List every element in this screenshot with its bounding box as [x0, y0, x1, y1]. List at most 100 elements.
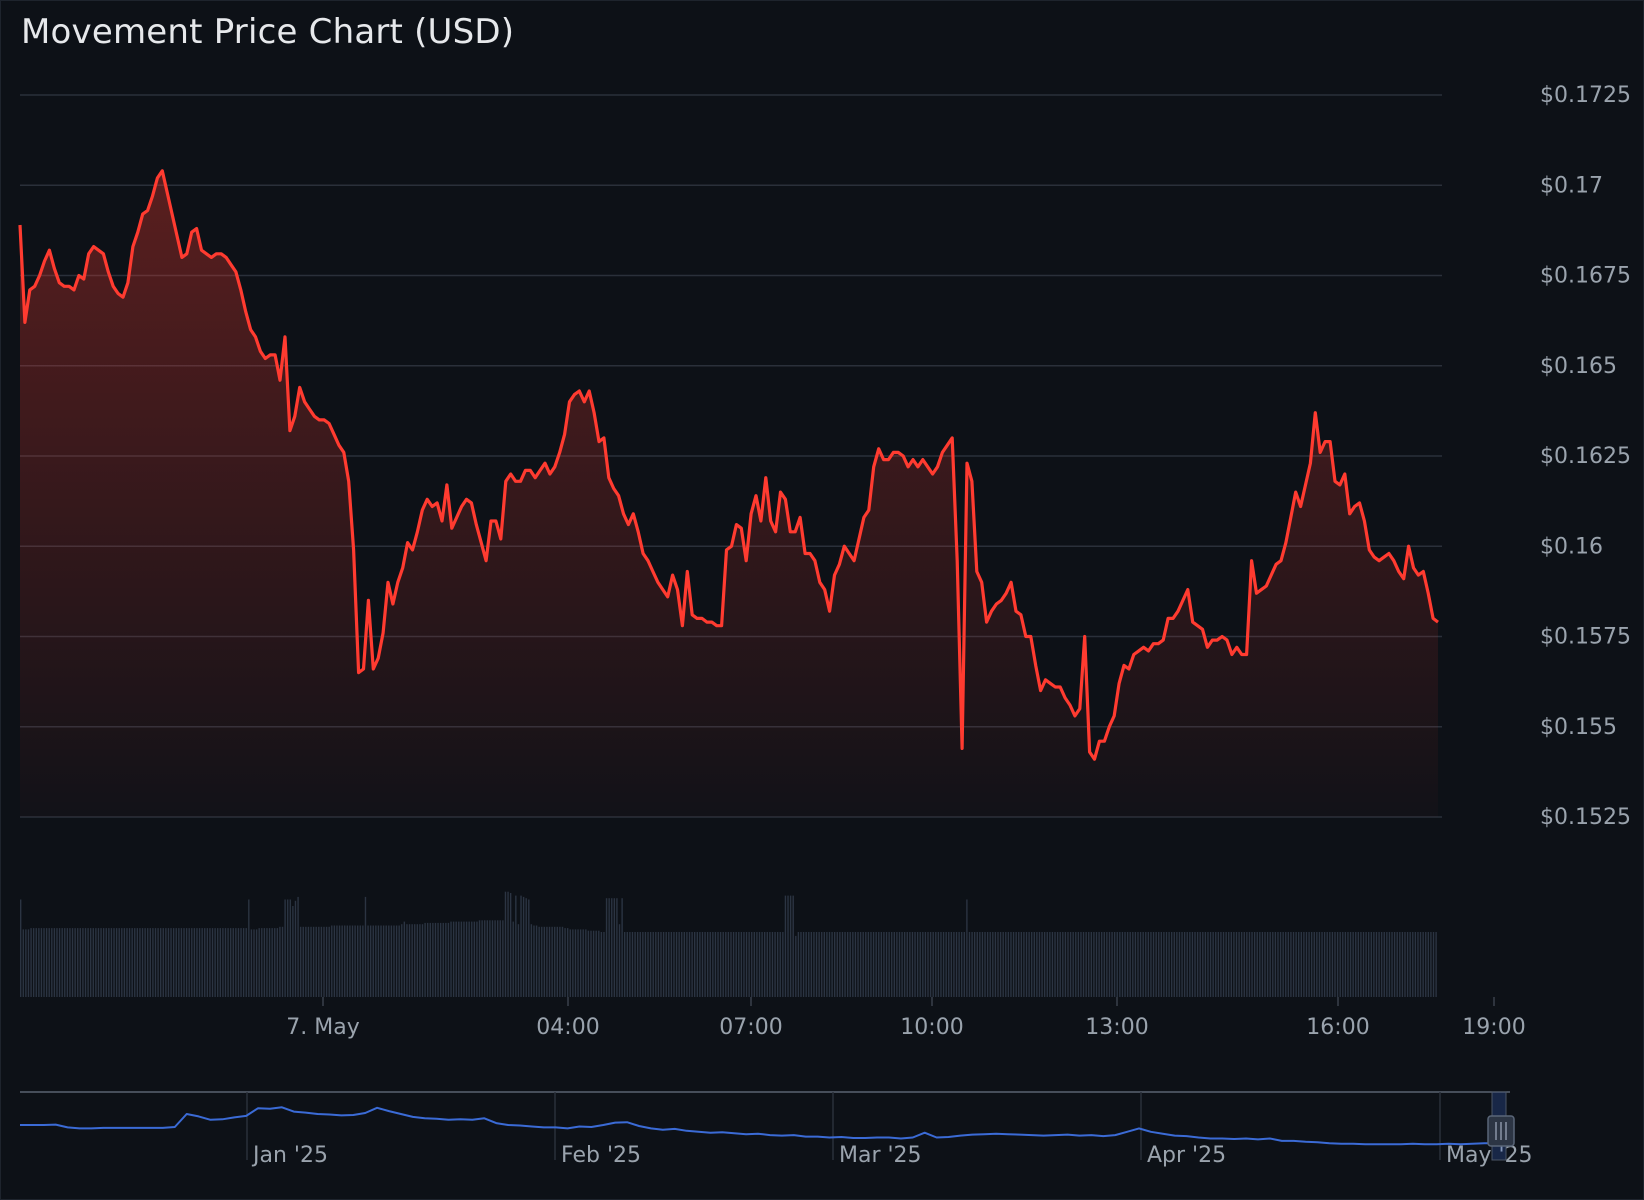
volume-bar — [232, 928, 234, 997]
volume-bar — [198, 928, 201, 997]
volume-bar — [621, 898, 623, 997]
volume-bar — [152, 928, 154, 997]
volume-bar — [375, 925, 377, 997]
volume-bar — [1427, 932, 1430, 997]
volume-bar — [924, 932, 927, 997]
volume-bar — [828, 932, 831, 997]
volume-bar — [1290, 932, 1292, 997]
volume-bar — [1098, 932, 1100, 997]
volume-bar — [561, 926, 564, 997]
volume-bar — [592, 930, 595, 997]
volume-bar — [802, 932, 805, 997]
volume-bar — [922, 932, 924, 997]
volume-bar — [193, 928, 196, 997]
volume-bar — [564, 928, 566, 997]
volume-bar — [1266, 932, 1269, 997]
navigator[interactable] — [20, 1092, 1510, 1160]
volume-bar — [701, 932, 704, 997]
volume-bar — [1012, 932, 1015, 997]
volume-bar — [1023, 932, 1025, 997]
navigator-handle[interactable] — [1487, 1115, 1515, 1147]
volume-bar — [1233, 932, 1235, 997]
volume-bar — [1126, 932, 1129, 997]
volume-bar — [903, 932, 906, 997]
x-tick-label: 04:00 — [536, 1015, 599, 1040]
volume-bar — [1259, 932, 1261, 997]
volume-bar — [100, 928, 102, 997]
volume-bar — [1085, 932, 1087, 997]
volume-bar — [735, 932, 737, 997]
volume-bar — [323, 926, 325, 997]
volume-bar — [159, 928, 162, 997]
volume-bar — [1038, 932, 1041, 997]
volume-bar — [662, 932, 665, 997]
volume-bar — [880, 932, 883, 997]
volume-bar — [1202, 932, 1204, 997]
volume-bar — [333, 925, 336, 997]
volume-bar — [618, 924, 621, 997]
volume-bar — [608, 898, 610, 997]
volume-bar — [1108, 932, 1111, 997]
volume-bar — [66, 928, 69, 997]
volume-bar — [229, 928, 232, 997]
volume-bar — [312, 926, 315, 997]
volume-bar — [279, 926, 281, 997]
volume-bar — [1002, 932, 1004, 997]
volume-bar — [644, 932, 647, 997]
volume-bar — [1181, 932, 1183, 997]
volume-bar — [82, 928, 84, 997]
volume-bar — [1310, 932, 1313, 997]
volume-bar — [885, 932, 888, 997]
volume-bar — [1401, 932, 1404, 997]
volume-bar — [688, 932, 691, 997]
volume-bar — [1230, 932, 1232, 997]
volume-bar — [1373, 932, 1375, 997]
volume-bar — [753, 932, 756, 997]
volume-bar — [211, 928, 214, 997]
volume-bar — [22, 929, 24, 997]
price-line[interactable] — [18, 169, 1439, 761]
volume-bar — [986, 932, 989, 997]
volume-bar — [310, 926, 312, 997]
volume-bar — [1064, 932, 1067, 997]
volume-bar — [906, 932, 908, 997]
volume-bar — [686, 932, 688, 997]
volume-bar — [1150, 932, 1152, 997]
volume-bar — [992, 932, 994, 997]
volume-bar — [178, 928, 180, 997]
volume-bar — [896, 932, 898, 997]
volume-bar — [569, 929, 571, 997]
volume-bar — [872, 932, 875, 997]
volume-bar — [1088, 932, 1090, 997]
volume-bar — [1160, 932, 1163, 997]
volume-bar — [1018, 932, 1020, 997]
volume-bar — [1119, 932, 1121, 997]
volume-bar — [764, 932, 766, 997]
volume-bar — [888, 932, 890, 997]
volume-bar — [865, 932, 867, 997]
volume-bar — [1082, 932, 1085, 997]
volume-bar — [1191, 932, 1194, 997]
volume-bar — [971, 932, 973, 997]
volume-bar — [235, 928, 237, 997]
volume-bar — [857, 932, 859, 997]
volume-bar — [522, 896, 525, 997]
volume-bar — [105, 928, 107, 997]
volume-bar — [297, 896, 299, 997]
volume-bar — [442, 922, 444, 997]
volume-bar — [1075, 932, 1077, 997]
y-tick-label: $0.1525 — [1540, 805, 1631, 830]
volume-bar — [481, 920, 483, 997]
volume-bar — [89, 928, 92, 997]
volume-bar — [1391, 932, 1393, 997]
x-tick-label: 19:00 — [1462, 1015, 1525, 1040]
volume-bar — [1124, 932, 1126, 997]
volume-bar — [1399, 932, 1401, 997]
volume-bar — [328, 926, 330, 997]
volume-bar — [292, 906, 294, 997]
volume-bar — [945, 932, 947, 997]
volume-bar — [377, 925, 380, 997]
volume-bar — [1059, 932, 1061, 997]
volume-bar — [502, 920, 504, 997]
